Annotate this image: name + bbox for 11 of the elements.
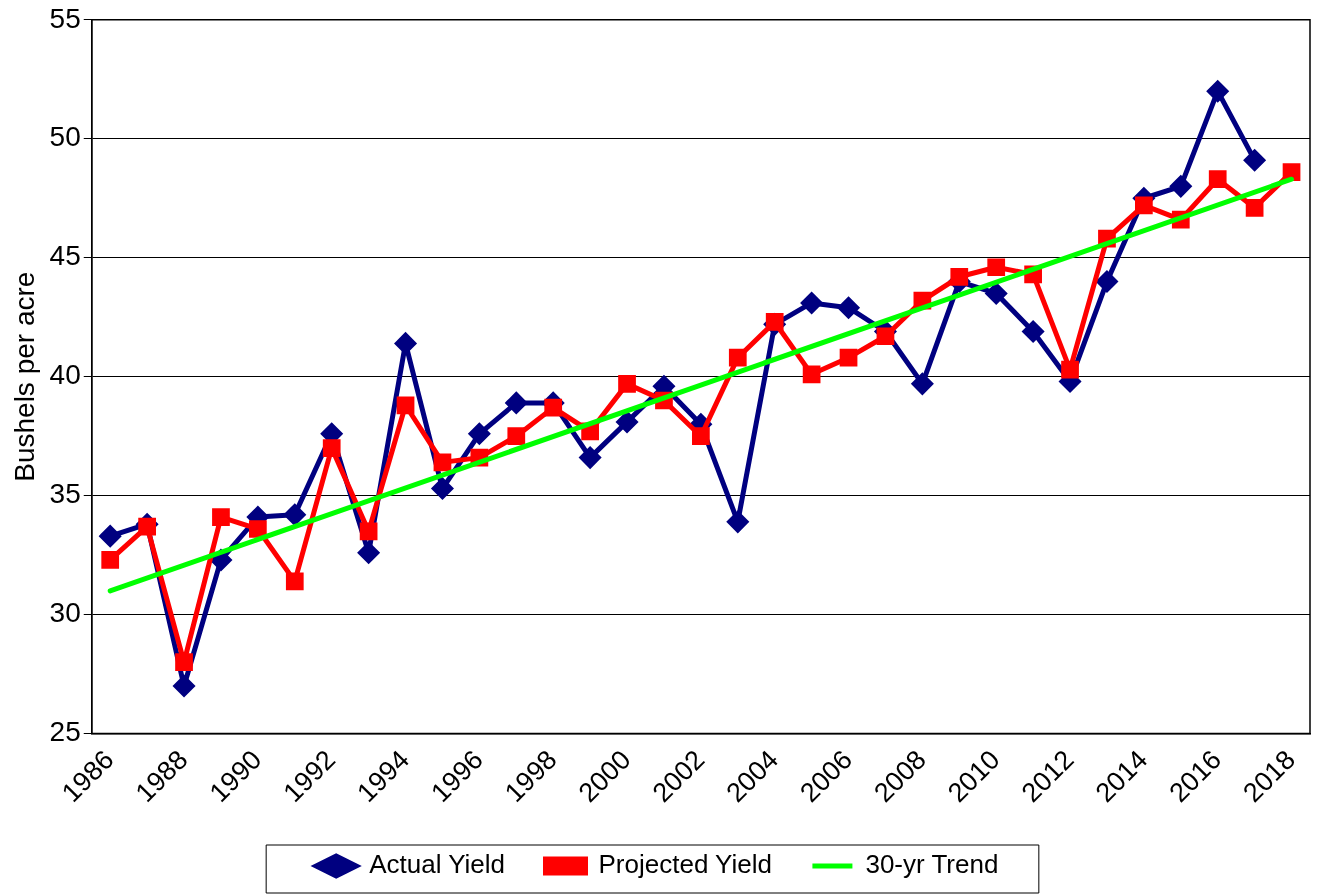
- y-tick-label: 55: [49, 2, 81, 34]
- legend-label: Projected Yield: [598, 849, 772, 880]
- y-tick-label: 50: [49, 121, 81, 153]
- legend-label: 30-yr Trend: [865, 849, 999, 880]
- y-tick-label: 30: [49, 597, 81, 629]
- legend-label: Actual Yield: [369, 849, 506, 880]
- y-tick-label: 25: [49, 716, 81, 748]
- y-axis-title: Bushels per acre: [8, 271, 40, 482]
- y-tick-label: 45: [49, 240, 81, 272]
- y-tick-label: 35: [49, 478, 81, 510]
- y-tick-label: 40: [49, 359, 81, 391]
